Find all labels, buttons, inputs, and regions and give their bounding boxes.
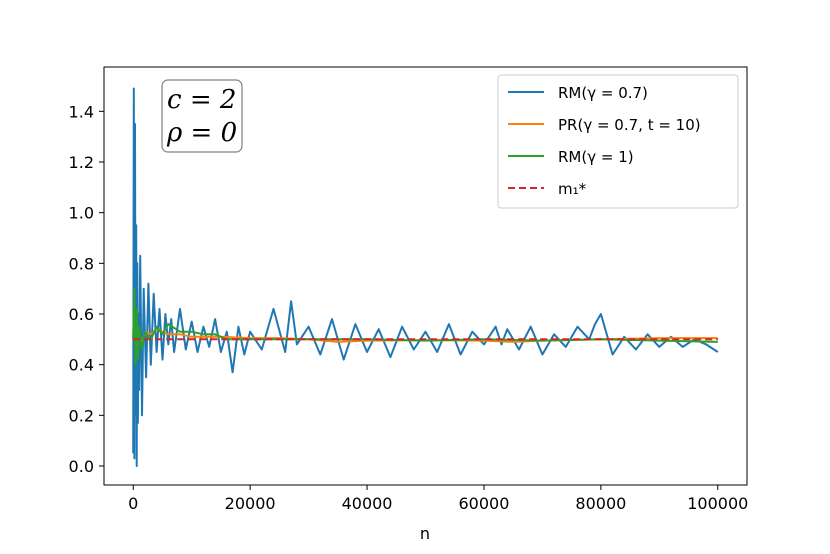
annotation-box: c = 2 ρ = 0 [161,79,243,153]
x-axis: 0 20000 40000 60000 80000 100000 [128,485,748,513]
legend-label-1: RM(γ = 0.7) [558,84,648,102]
x-tick-label: 40000 [342,494,393,513]
y-tick-label: 1.2 [69,153,94,172]
x-tick-label: 0 [128,494,138,513]
y-tick-label: 1.0 [69,204,94,223]
y-tick-label: 0.8 [69,254,94,273]
x-tick-label: 60000 [459,494,510,513]
annotation-line-1: c = 2 [167,85,236,115]
y-tick-label: 0.0 [69,457,94,476]
legend-label-3: RM(γ = 1) [558,148,634,166]
legend-label-2: PR(γ = 0.7, t = 10) [558,116,701,134]
x-tick-label: 80000 [575,494,626,513]
annotation-line-2: ρ = 0 [166,118,237,148]
series-layer [132,87,719,467]
y-tick-label: 0.2 [69,406,94,425]
x-tick-label: 100000 [687,494,748,513]
legend-label-4: m₁* [558,180,587,198]
series-line-1 [132,87,719,467]
legend: RM(γ = 0.7) PR(γ = 0.7, t = 10) RM(γ = 1) m… [497,74,739,209]
annotation-frame [161,79,243,153]
x-tick-label: 20000 [225,494,276,513]
plot-area-frame [103,66,748,486]
series-line-3 [132,287,718,366]
y-tick-label: 0.6 [69,305,94,324]
y-tick-label: 0.4 [69,356,94,375]
legend-frame [497,74,739,209]
y-axis: 0.0 0.2 0.4 0.6 0.8 1.0 1.2 1.4 [69,102,104,476]
x-axis-label: n [420,524,430,543]
y-tick-label: 1.4 [69,102,94,121]
